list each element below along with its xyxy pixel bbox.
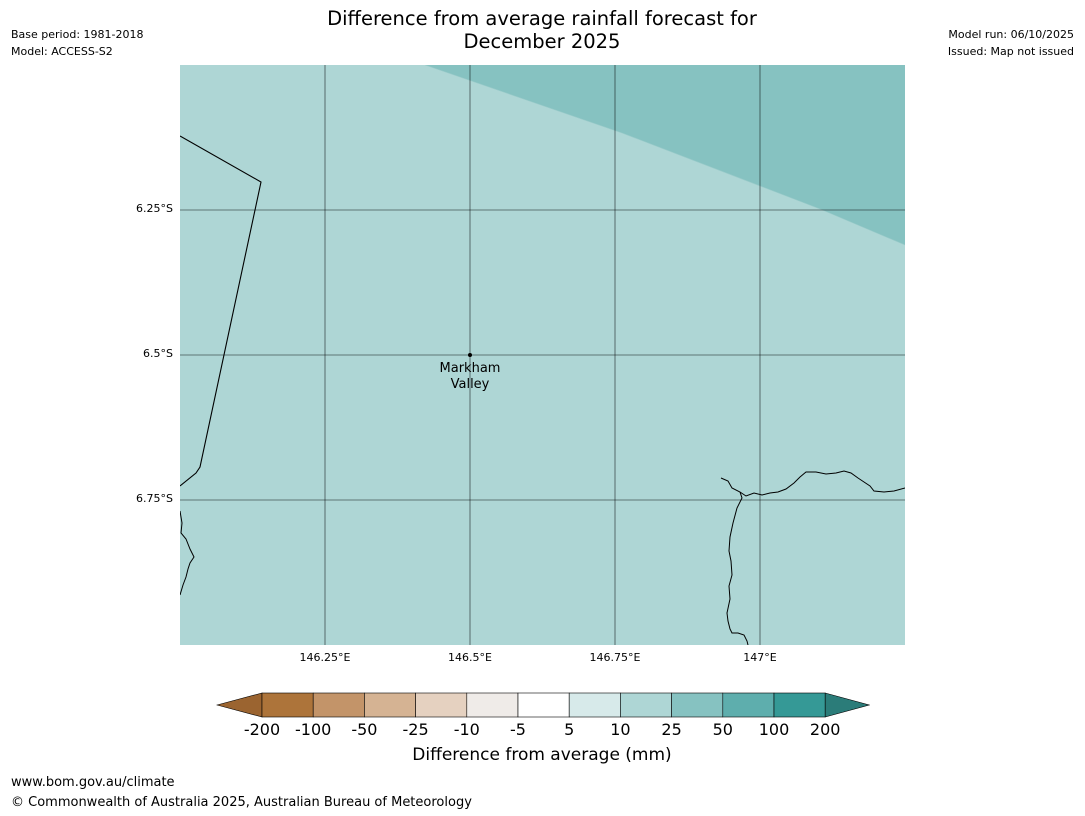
colorbar-swatch	[568, 692, 621, 718]
longitude-label-146-5: 146.5°E	[448, 651, 492, 664]
colorbar-tick-label: 200	[809, 720, 841, 739]
title-line-2: December 2025	[463, 30, 621, 53]
colorbar-tick-label: 100	[758, 720, 790, 739]
coastline-west	[180, 510, 195, 596]
colorbar-tick-label: 50	[712, 720, 733, 739]
longitude-label-147: 147°E	[743, 651, 777, 664]
colorbar-tick-label: 10	[610, 720, 631, 739]
colorbar-swatch	[415, 692, 468, 718]
colorbar-swatch	[773, 692, 826, 718]
longitude-label-146-25: 146.25°E	[299, 651, 351, 664]
place-label-line-2: Valley	[451, 377, 490, 392]
colorbar-swatch	[312, 692, 365, 718]
colorbar-swatch	[466, 692, 519, 718]
colorbar-extend-low	[216, 692, 263, 718]
colorbar-label: Difference from average (mm)	[412, 745, 672, 765]
graticule	[180, 65, 905, 645]
colorbar-swatch	[722, 692, 775, 718]
metadata-right: Model run: 06/10/2025 Issued: Map not is…	[948, 26, 1074, 60]
coastline-markham-river	[726, 491, 749, 645]
colorbar-tick-label: 5	[564, 720, 575, 739]
colorbar	[216, 692, 870, 718]
metadata-left: Base period: 1981-2018 Model: ACCESS-S2	[11, 26, 143, 60]
place-label-line-1: Markham	[440, 361, 501, 376]
latitude-label-6-5: 6.5°S	[143, 347, 173, 360]
colorbar-swatch	[517, 692, 570, 718]
issued-text: Issued: Map not issued	[947, 45, 1074, 58]
colorbar-tick-label: -50	[351, 720, 378, 739]
colorbar-tick-label: -10	[453, 720, 480, 739]
latitude-label-6-75: 6.75°S	[136, 492, 173, 505]
latitude-label-6-25: 6.25°S	[136, 202, 173, 215]
colorbar-extend-high	[824, 692, 870, 718]
base-period-text: Base period: 1981-2018	[11, 28, 144, 41]
footer-url: www.bom.gov.au/climate	[11, 775, 175, 790]
footer-copyright: © Commonwealth of Australia 2025, Austra…	[11, 795, 472, 810]
colorbar-tick-label: -5	[510, 720, 526, 739]
colorbar-tick-label: -100	[295, 720, 332, 739]
colorbar-tick-label: 25	[661, 720, 682, 739]
colorbar-swatch	[261, 692, 314, 718]
model-text: Model: ACCESS-S2	[11, 45, 113, 58]
colorbar-swatch	[620, 692, 672, 718]
model-run-text: Model run: 06/10/2025	[948, 28, 1074, 41]
forecast-map[interactable]: Markham Valley	[180, 65, 905, 645]
title-line-1: Difference from average rainfall forecas…	[327, 7, 757, 30]
colorbar-tick-label: -25	[402, 720, 429, 739]
map-canvas: Markham Valley	[180, 65, 905, 645]
colorbar-swatch	[671, 692, 724, 718]
colorbar-tick-label: -200	[243, 720, 281, 739]
coastline-huon-gulf	[720, 470, 905, 497]
place-marker[interactable]	[468, 353, 472, 357]
page-title: Difference from average rainfall forecas…	[242, 7, 842, 53]
rainfall-band-25-50	[425, 65, 905, 245]
province-border	[180, 135, 262, 487]
longitude-label-146-75: 146.75°E	[589, 651, 641, 664]
band-boundary	[424, 65, 905, 246]
colorbar-swatch	[364, 692, 416, 718]
